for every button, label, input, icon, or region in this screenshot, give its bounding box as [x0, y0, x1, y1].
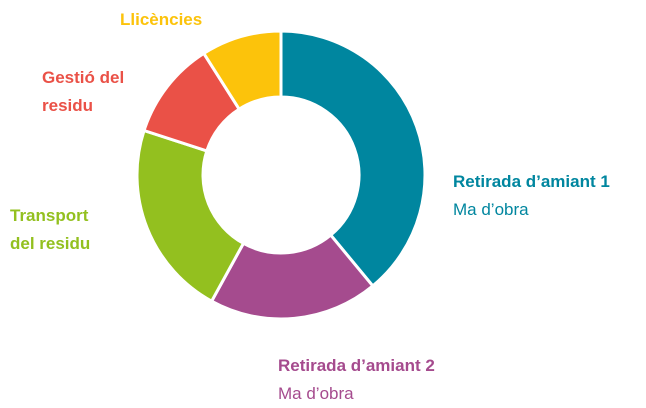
donut-segment: [135, 128, 246, 304]
donut-segment: [201, 29, 283, 112]
donut-segment: [279, 29, 427, 289]
segment-label: Llicències: [120, 6, 240, 34]
segment-label: Retirada d’amiant 2 Ma d’obra: [278, 352, 498, 408]
category-name: Transport del residu: [10, 206, 91, 253]
category-detail: Ma d’obra: [453, 200, 529, 219]
donut-segment: [209, 232, 375, 321]
segment-label: Transport del residu: [10, 202, 115, 258]
segment-label: Retirada d’amiant 1 Ma d’obra: [453, 168, 643, 224]
category-name: Retirada d’amiant 2: [278, 356, 435, 375]
category-name: Llicències: [120, 10, 203, 29]
category-detail: Ma d’obra: [278, 384, 354, 403]
category-name: Gestió del residu: [42, 68, 125, 115]
segment-label: Gestió del residu: [42, 64, 152, 120]
category-name: Retirada d’amiant 1: [453, 172, 610, 191]
